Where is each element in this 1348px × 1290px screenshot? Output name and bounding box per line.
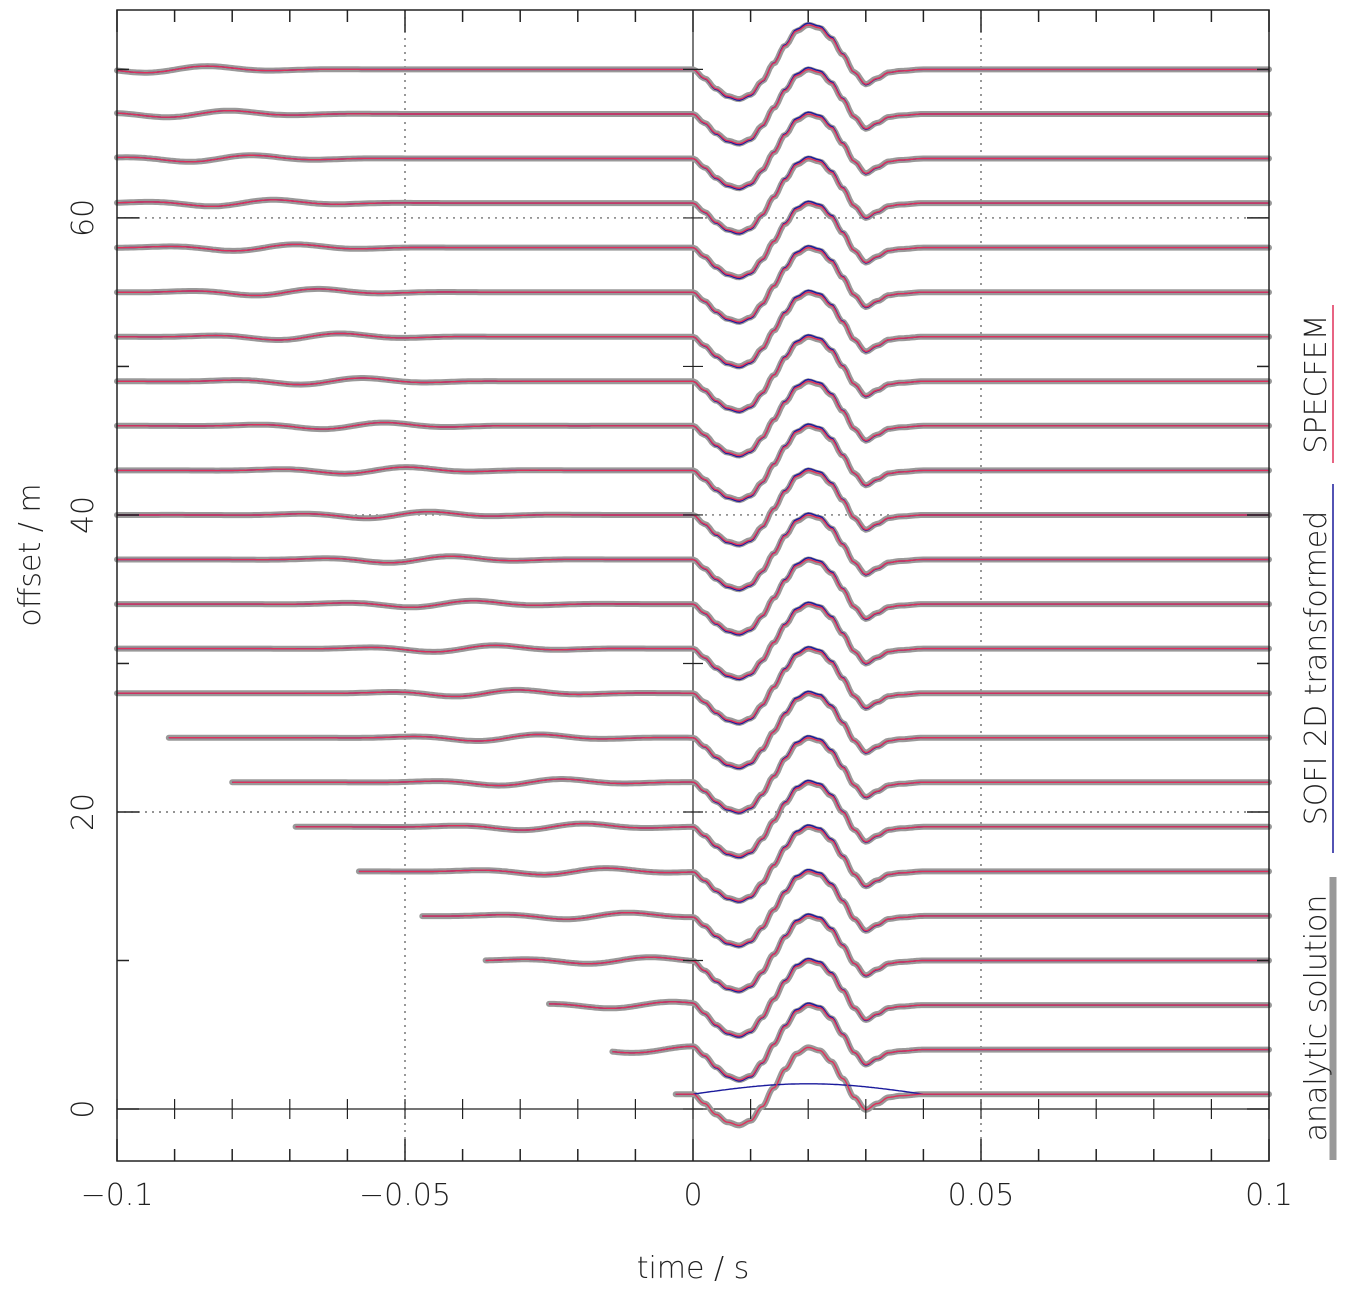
ticks: −0.1 −0.05 0 0.05 0.1 0 20 40 60 bbox=[66, 10, 1293, 1213]
trace-specfem-46 bbox=[117, 380, 1269, 457]
trace-sofi-22 bbox=[232, 735, 1269, 814]
trace-specfem-16 bbox=[358, 826, 1269, 902]
trace-specfem-1 bbox=[675, 1046, 1269, 1127]
legend: analytic solution SOFI 2D transformed SP… bbox=[1299, 305, 1337, 1160]
trace-sofi-16 bbox=[358, 824, 1269, 903]
trace-specfem-67 bbox=[116, 68, 1269, 145]
trace-specfem-43 bbox=[117, 425, 1269, 501]
trace-specfem-64 bbox=[116, 113, 1269, 189]
y-tick-label-0: 0 bbox=[66, 1099, 101, 1118]
x-axis-label: time / s bbox=[637, 1251, 750, 1286]
y-tick-label-1: 20 bbox=[66, 793, 101, 831]
legend-label-sofi: SOFI 2D transformed bbox=[1299, 511, 1334, 826]
x-tick-label-2: 0 bbox=[683, 1178, 702, 1213]
trace-specfem-7 bbox=[549, 959, 1269, 1037]
legend-label-analytic: analytic solution bbox=[1299, 895, 1334, 1142]
x-tick-label-4: 0.1 bbox=[1245, 1178, 1293, 1213]
trace-analytic-25 bbox=[165, 690, 1272, 771]
trace-sofi-7 bbox=[549, 957, 1269, 1038]
y-tick-label-3: 60 bbox=[66, 199, 101, 237]
trace-specfem-25 bbox=[168, 692, 1269, 769]
trace-specfem-10 bbox=[485, 915, 1269, 992]
x-tick-label-1: −0.05 bbox=[359, 1178, 451, 1213]
trace-specfem-58 bbox=[117, 202, 1269, 279]
trace-specfem-34 bbox=[117, 558, 1269, 635]
legend-label-specfem: SPECFEM bbox=[1299, 314, 1334, 453]
trace-specfem-13 bbox=[422, 870, 1269, 947]
x-tick-label-0: −0.1 bbox=[81, 1178, 154, 1213]
trace-specfem-19 bbox=[295, 781, 1269, 858]
trace-specfem-55 bbox=[117, 246, 1269, 323]
trace-specfem-49 bbox=[117, 335, 1269, 412]
y-tick-label-2: 40 bbox=[66, 496, 101, 534]
trace-analytic-13 bbox=[419, 868, 1272, 949]
trace-analytic-22 bbox=[229, 734, 1272, 815]
trace-specfem-52 bbox=[117, 291, 1269, 368]
trace-specfem-37 bbox=[117, 514, 1269, 590]
trace-specfem-22 bbox=[232, 737, 1269, 813]
grid bbox=[117, 10, 1269, 1161]
trace-specfem-4 bbox=[612, 1004, 1269, 1081]
y-axis-label: offset / m bbox=[13, 483, 48, 626]
trace-specfem-28 bbox=[117, 647, 1269, 724]
trace-specfem-31 bbox=[117, 603, 1269, 680]
trace-analytic-19 bbox=[292, 779, 1272, 860]
trace-analytic-16 bbox=[355, 823, 1272, 904]
x-tick-label-3: 0.05 bbox=[948, 1178, 1015, 1213]
trace-analytic-7 bbox=[546, 957, 1272, 1039]
trace-specfem-61 bbox=[116, 157, 1269, 234]
